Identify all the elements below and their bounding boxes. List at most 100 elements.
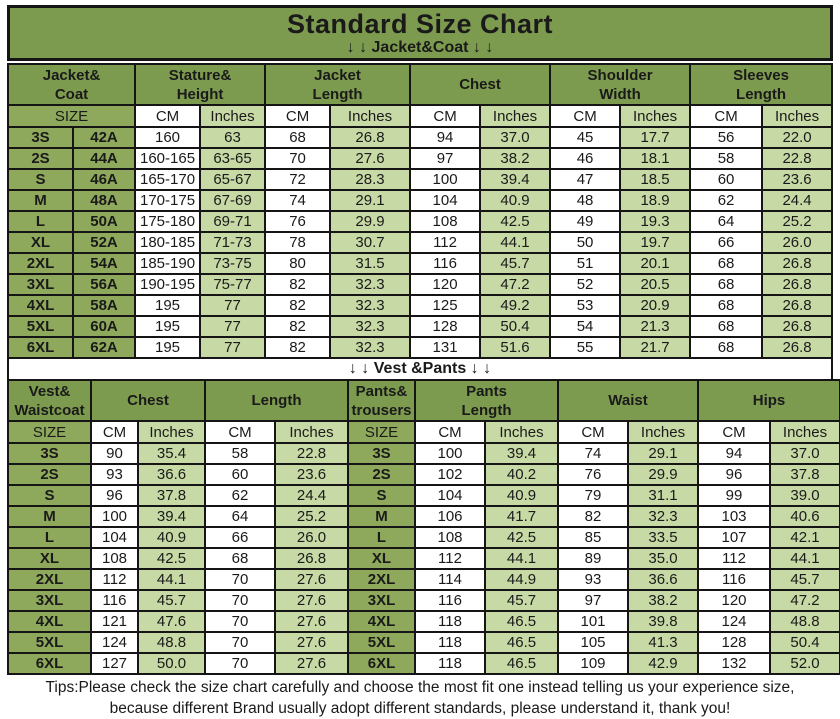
table-row: 5XL 60A 195 77 82 32.3 128 50.4 54 21.3 68 26.8 (7, 315, 834, 338)
value-cell: 44.1 (479, 231, 552, 254)
size-cell: L (7, 210, 74, 233)
value-cell: 79 (557, 484, 629, 507)
value-cell: 40.2 (484, 463, 559, 486)
value-cell: 175-180 (134, 210, 202, 233)
table-row: 2S 44A 160-165 63-65 70 27.6 97 38.2 46 18.1 58 22.… (7, 147, 834, 170)
tips-line-1: Tips:Please check the size chart careful… (45, 679, 795, 696)
value-cell: 65-67 (199, 168, 267, 191)
size-cell: 3S (347, 442, 416, 465)
value-cell: 39.4 (479, 168, 552, 191)
size-cell: 2S (7, 463, 92, 486)
table-row: L 50A 175-180 69-71 76 29.9 108 42.5 49 19.3 64 25.… (7, 210, 834, 233)
value-cell: 36.6 (626, 568, 700, 591)
value-cell: 124 (697, 610, 772, 633)
column-group-header: Chest (90, 379, 206, 422)
value-cell: 82 (264, 336, 332, 359)
table-row: 4XL 58A 195 77 82 32.3 125 49.2 53 20.9 68 26.8 (7, 294, 834, 317)
value-cell: 74 (557, 442, 629, 465)
value-cell: 69-71 (199, 210, 267, 233)
value-cell: 77 (199, 336, 267, 359)
value-cell: 99 (697, 484, 772, 507)
unit-header-cell: Inches (769, 420, 840, 444)
table-row: M 48A 170-175 67-69 74 29.1 104 40.9 48 18.9 62 24.… (7, 189, 834, 212)
value-cell: 48.8 (769, 610, 840, 633)
table-row: M 100 39.4 64 25.2 M 106 41.7 82 32.3 103 40.6 (7, 505, 840, 528)
value-cell: 82 (264, 315, 332, 338)
value-cell: 108 (409, 210, 482, 233)
value-cell: 127 (90, 652, 139, 675)
value-cell: 41.3 (626, 631, 700, 654)
value-cell: 20.9 (619, 294, 692, 317)
value-cell: 25.2 (274, 505, 349, 528)
value-cell: 49.2 (479, 294, 552, 317)
value-cell: 44.9 (484, 568, 559, 591)
size-cell: XL (347, 547, 416, 570)
value-cell: 26.0 (274, 526, 349, 549)
value-cell: 70 (204, 568, 276, 591)
column-group-header: Jacket& Coat (6, 63, 137, 106)
value-cell: 47.6 (137, 610, 206, 633)
size-cell: 4XL (7, 294, 74, 317)
value-cell: 47.2 (479, 273, 552, 296)
value-cell: 51.6 (479, 336, 552, 359)
value-cell: 45.7 (769, 568, 840, 591)
value-cell: 68 (689, 336, 764, 359)
size-cell: 2XL (347, 568, 416, 591)
value-cell: 70 (204, 652, 276, 675)
value-cell: 31.5 (329, 252, 412, 275)
unit-header-cell: CM (557, 420, 629, 444)
column-group-header: Vest& Waistcoat (7, 379, 92, 422)
value-cell: 40.6 (769, 505, 840, 528)
value-cell: 63-65 (199, 147, 267, 170)
column-group-header: Stature& Height (134, 63, 267, 106)
unit-header-cell: Inches (619, 104, 692, 128)
size-cell: XL (7, 231, 74, 254)
value-cell: 40.9 (137, 526, 206, 549)
value-cell: 112 (90, 568, 139, 591)
value-cell: 185-190 (134, 252, 202, 275)
size-cell: 3XL (7, 589, 92, 612)
value-cell: 35.0 (626, 547, 700, 570)
value-cell: 124 (90, 631, 139, 654)
size-cell: 2S (7, 147, 74, 170)
unit-header-cell: SIZE (6, 104, 137, 128)
value-cell: 195 (134, 294, 202, 317)
value-cell: 82 (557, 505, 629, 528)
size-cell: 2S (347, 463, 416, 486)
unit-header-cell: Inches (329, 104, 412, 128)
table-row: 3S 42A 160 63 68 26.8 94 37.0 45 17.7 56 22.0 (7, 126, 834, 149)
column-group-header: Pants Length (414, 379, 559, 422)
value-cell: 27.6 (274, 589, 349, 612)
value-cell: 51 (549, 252, 622, 275)
value-cell: 104 (90, 526, 139, 549)
size-cell: 3S (7, 126, 74, 149)
value-cell: 39.0 (769, 484, 840, 507)
value-cell: 107 (697, 526, 772, 549)
table-row: S 46A 165-170 65-67 72 28.3 100 39.4 47 18.5 60 23.… (7, 168, 834, 191)
size-cell: 58A (71, 294, 137, 317)
value-cell: 100 (409, 168, 482, 191)
value-cell: 100 (90, 505, 139, 528)
value-cell: 27.6 (329, 147, 412, 170)
unit-header-cell: CM (689, 104, 764, 128)
value-cell: 26.8 (761, 336, 834, 359)
value-cell: 32.3 (626, 505, 700, 528)
value-cell: 41.7 (484, 505, 559, 528)
value-cell: 40.9 (479, 189, 552, 212)
value-cell: 116 (409, 252, 482, 275)
value-cell: 93 (90, 463, 139, 486)
value-cell: 63 (199, 126, 267, 149)
value-cell: 195 (134, 336, 202, 359)
size-cell: L (7, 526, 92, 549)
value-cell: 27.6 (274, 610, 349, 633)
unit-header-cell: Inches (761, 104, 834, 128)
table-row: 3XL 116 45.7 70 27.6 3XL 116 45.7 97 38.2 120 47.2 (7, 589, 840, 612)
value-cell: 50 (549, 231, 622, 254)
value-cell: 23.6 (274, 463, 349, 486)
value-cell: 40.9 (484, 484, 559, 507)
value-cell: 39.8 (626, 610, 700, 633)
value-cell: 18.9 (619, 189, 692, 212)
size-cell: 2XL (7, 252, 74, 275)
value-cell: 120 (409, 273, 482, 296)
